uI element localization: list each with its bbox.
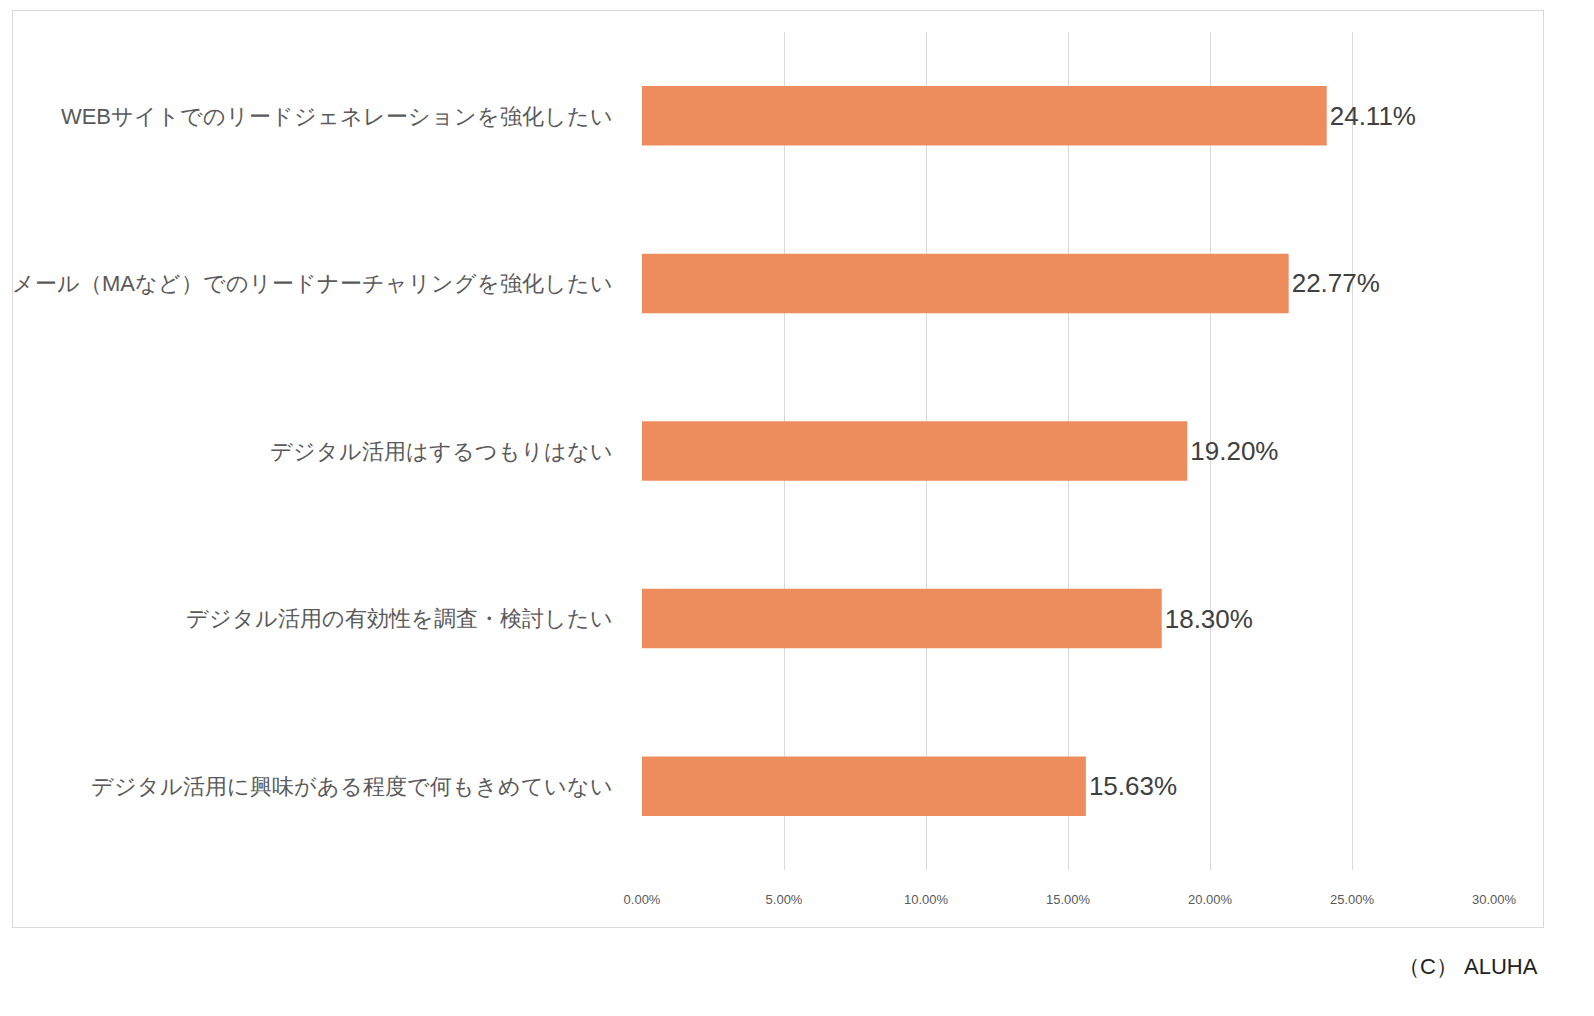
svg-text:15.00%: 15.00% (1046, 892, 1091, 907)
svg-text:24.11%: 24.11% (1330, 101, 1416, 131)
svg-text:15.63%: 15.63% (1089, 771, 1177, 801)
svg-text:20.00%: 20.00% (1188, 892, 1233, 907)
svg-text:デジタル活用はするつもりはない: デジタル活用はするつもりはない (270, 439, 613, 464)
svg-text:デジタル活用の有効性を調査・検討したい: デジタル活用の有効性を調査・検討したい (186, 606, 613, 631)
svg-text:メール（MAなど）でのリードナーチャリングを強化したい: メール（MAなど）でのリードナーチャリングを強化したい (12, 271, 613, 296)
svg-text:25.00%: 25.00% (1330, 892, 1375, 907)
svg-text:30.00%: 30.00% (1472, 892, 1517, 907)
svg-text:18.30%: 18.30% (1165, 604, 1253, 634)
svg-text:22.77%: 22.77% (1292, 268, 1380, 298)
svg-text:デジタル活用に興味がある程度で何もきめていない: デジタル活用に興味がある程度で何もきめていない (91, 774, 613, 799)
svg-text:10.00%: 10.00% (904, 892, 949, 907)
svg-text:WEBサイトでのリードジェネレーションを強化したい: WEBサイトでのリードジェネレーションを強化したい (61, 104, 613, 129)
svg-text:（C） ALUHA: （C） ALUHA (1398, 954, 1538, 979)
svg-text:5.00%: 5.00% (766, 892, 803, 907)
svg-text:0.00%: 0.00% (624, 892, 661, 907)
svg-text:19.20%: 19.20% (1190, 436, 1278, 466)
